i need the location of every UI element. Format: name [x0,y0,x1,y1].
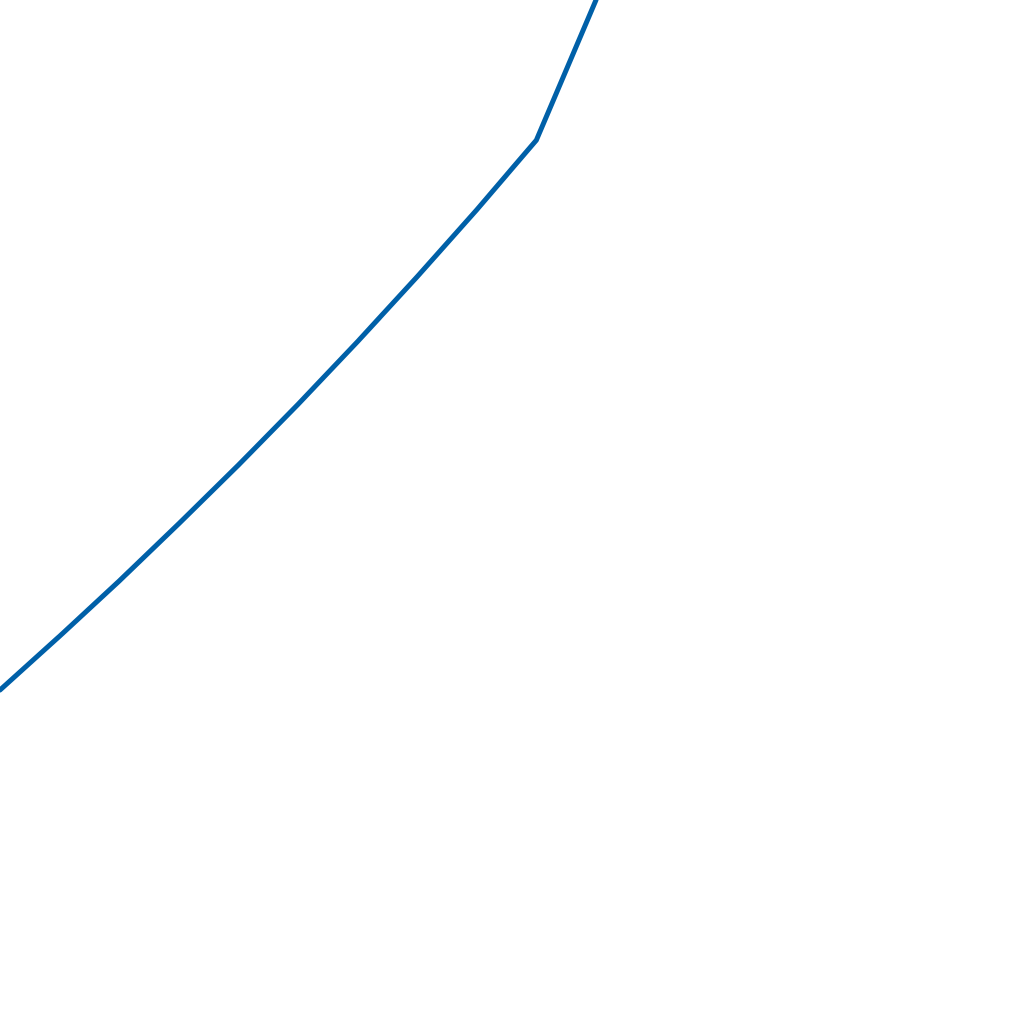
series-layer [0,0,599,693]
series-line-0 [0,0,599,693]
